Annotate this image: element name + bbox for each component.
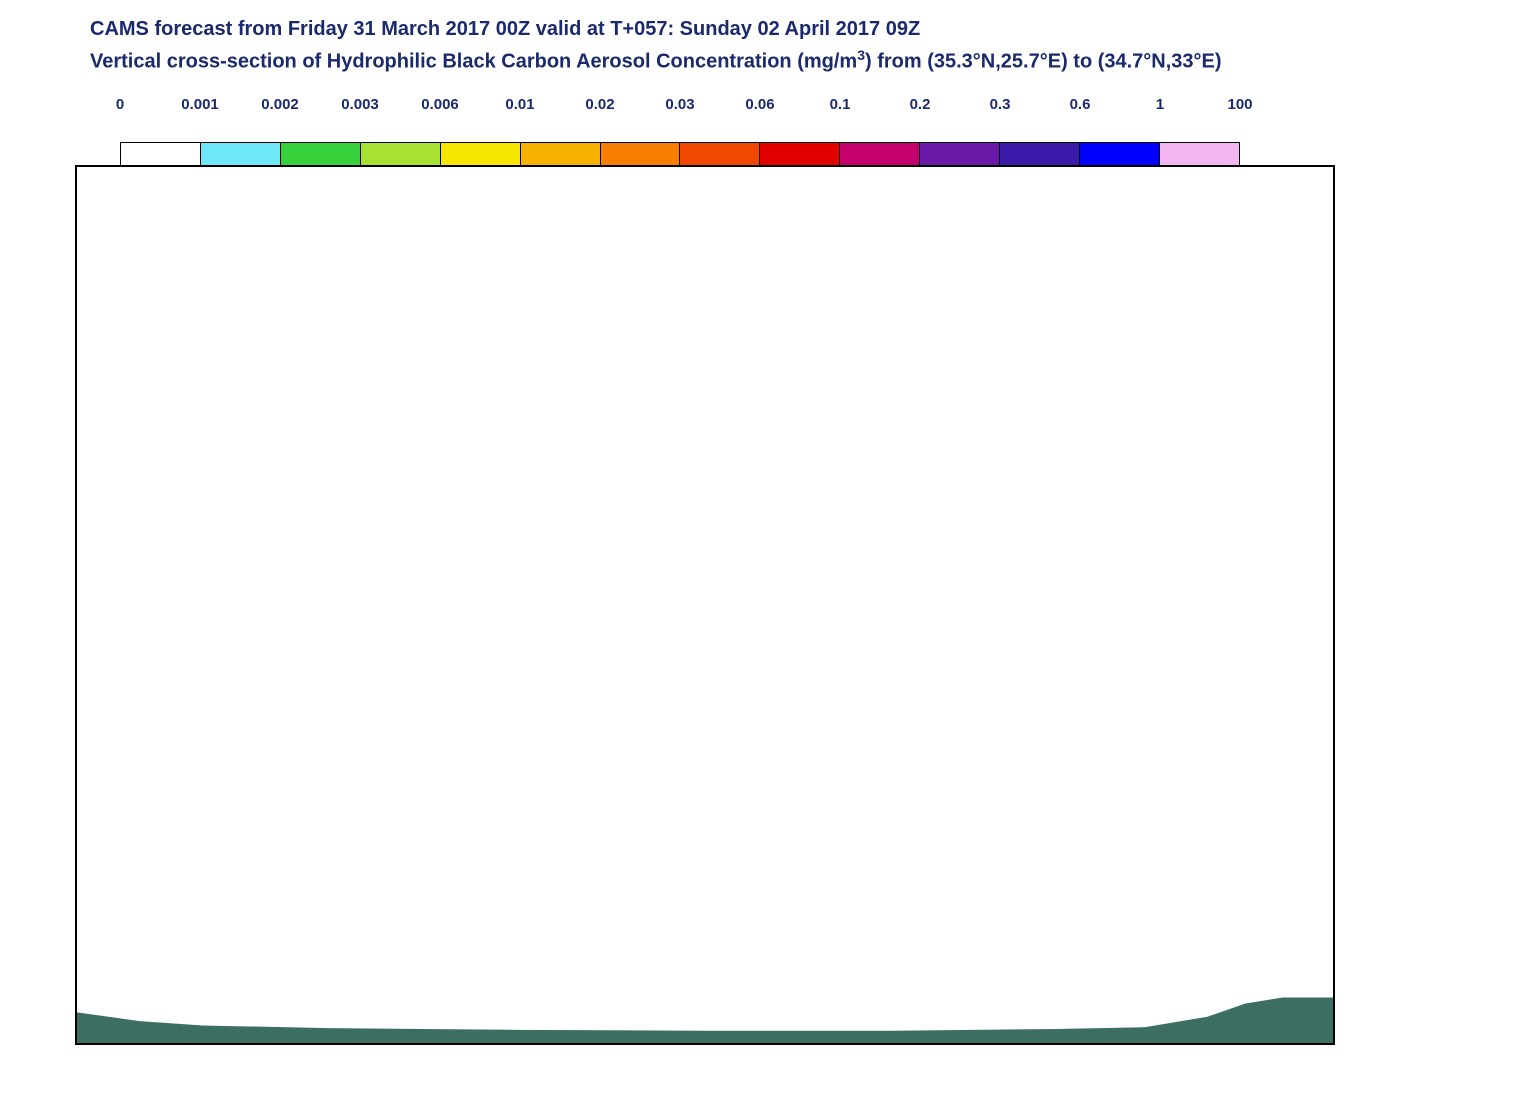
colorbar-label: 1 (1156, 96, 1164, 113)
colorbar-label: 0.06 (745, 96, 774, 113)
x-tick: 35.11°N/28°E (472, 1043, 586, 1045)
title-line-1: CAMS forecast from Friday 31 March 2017 … (90, 18, 1222, 41)
x-tick: 34.95°N/30°E (810, 1043, 926, 1045)
colorbar-label: 0.03 (665, 96, 694, 113)
y-tick: 200 (75, 248, 77, 270)
y-tick: 400 (75, 433, 77, 455)
colorbar-label: 0.01 (505, 96, 534, 113)
colorbar-label: 0 (116, 96, 124, 113)
colorbar-label: 0.006 (421, 96, 459, 113)
colorbar-label: 0.002 (261, 96, 299, 113)
colorbar-label: 0.2 (910, 96, 931, 113)
title-block: CAMS forecast from Friday 31 March 2017 … (90, 18, 1222, 74)
terrain-shape (77, 167, 1333, 1043)
title-line-2: Vertical cross-section of Hydrophilic Bl… (90, 47, 1222, 74)
colorbar-label: 100 (1227, 96, 1252, 113)
y-tick: 800 (75, 801, 77, 823)
colorbar-label: 0.001 (181, 96, 219, 113)
colorbar-label: 0.003 (341, 96, 379, 113)
colorbar-labels: 00.0010.0020.0030.0060.010.020.030.060.1… (120, 120, 1240, 142)
x-tick: 34.78°N/32°E (1150, 1043, 1266, 1045)
page-root: CAMS forecast from Friday 31 March 2017 … (0, 0, 1513, 1101)
colorbar-label: 0.6 (1070, 96, 1091, 113)
colorbar-label: 0.02 (585, 96, 614, 113)
y-tick: 600 (75, 617, 77, 639)
terrain-path (77, 997, 1333, 1043)
colorbar-label: 0.1 (830, 96, 851, 113)
colorbar-label: 0.3 (990, 96, 1011, 113)
x-tick: 35.28°N/26°E (75, 1043, 179, 1045)
plot-area: 200 400 600 800 1000 35.28°N/26°E 35.11°N/28°E… (75, 165, 1335, 1045)
y-tick: 1000 (75, 986, 77, 1008)
